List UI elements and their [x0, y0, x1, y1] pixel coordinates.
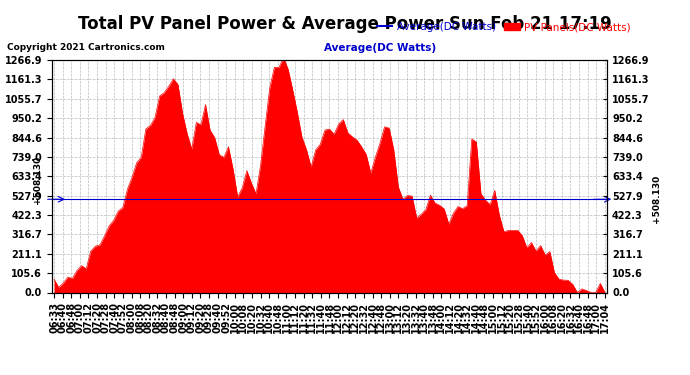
Text: Average(DC Watts): Average(DC Watts): [324, 43, 436, 53]
Text: Copyright 2021 Cartronics.com: Copyright 2021 Cartronics.com: [7, 43, 165, 52]
Text: +508.130: +508.130: [33, 156, 43, 204]
Text: Total PV Panel Power & Average Power Sun Feb 21 17:19: Total PV Panel Power & Average Power Sun…: [78, 15, 612, 33]
Legend: Average(DC Watts), PV Panels(DC Watts): Average(DC Watts), PV Panels(DC Watts): [377, 22, 631, 32]
Text: +508.130: +508.130: [0, 175, 2, 223]
Text: +508.130: +508.130: [651, 175, 660, 223]
